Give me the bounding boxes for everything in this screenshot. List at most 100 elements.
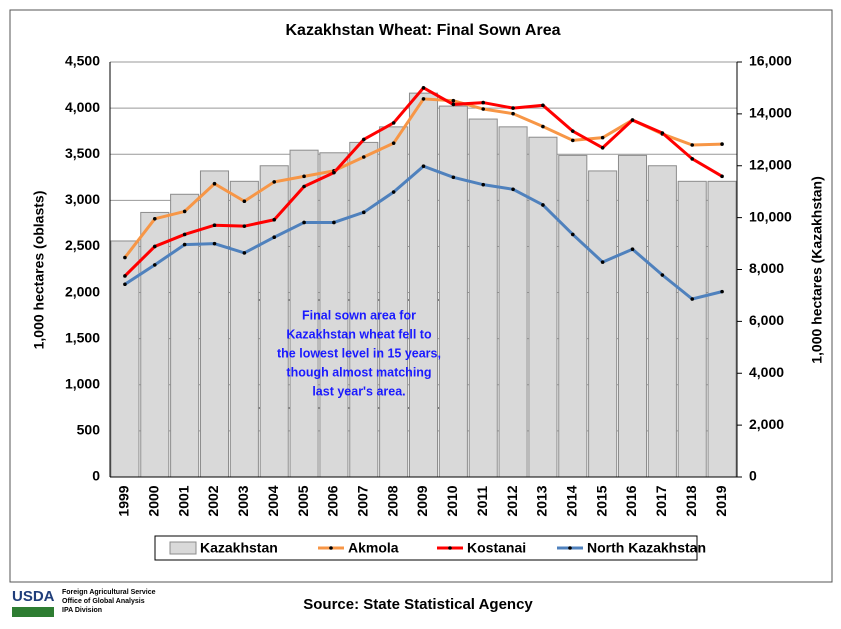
annotation-line: Kazakhstan wheat fell to — [286, 327, 432, 341]
marker — [212, 223, 217, 228]
marker — [690, 157, 695, 161]
y2-tick-label: 16,000 — [749, 53, 792, 69]
bar — [677, 180, 707, 478]
y2-tick-label: 12,000 — [749, 156, 792, 172]
y2-tick-label: 14,000 — [749, 105, 792, 121]
y-tick-label: 2,500 — [65, 237, 100, 253]
marker — [123, 274, 127, 278]
marker — [600, 145, 605, 150]
marker — [361, 155, 366, 159]
annotation-line: Final sown area for — [302, 308, 416, 322]
marker — [272, 217, 277, 222]
x-tick-label: 2016 — [623, 485, 639, 516]
marker — [570, 138, 575, 143]
marker — [332, 220, 336, 225]
marker — [421, 164, 426, 169]
y-tick-label: 1,500 — [65, 329, 100, 345]
marker — [690, 143, 695, 147]
marker — [511, 106, 515, 110]
marker — [152, 244, 157, 249]
y-tick-label: 4,500 — [65, 53, 100, 69]
y2-tick-label: 0 — [749, 468, 757, 484]
legend-label: North Kazakhstan — [587, 540, 706, 556]
bar — [647, 165, 677, 478]
marker — [391, 190, 396, 194]
annotation-line: last year's area. — [312, 384, 405, 398]
agency-line: IPA Division — [62, 607, 102, 614]
bar — [199, 170, 230, 478]
bar — [140, 211, 170, 478]
marker — [361, 210, 366, 215]
y-tick-label: 2,000 — [65, 283, 100, 299]
marker — [511, 187, 515, 192]
bar — [498, 126, 528, 478]
bar — [319, 152, 349, 478]
x-tick-label: 2008 — [384, 485, 400, 516]
bar — [707, 180, 737, 478]
bar — [229, 180, 259, 478]
y2-tick-label: 8,000 — [749, 260, 784, 276]
x-tick-label: 2004 — [265, 485, 281, 516]
bar — [617, 154, 648, 478]
marker — [570, 129, 575, 133]
marker — [302, 174, 306, 179]
y2-tick-label: 10,000 — [749, 208, 792, 224]
y2-tick-label: 6,000 — [749, 312, 784, 328]
y-axis-label: 1,000 hectares (oblasts) — [31, 191, 47, 350]
marker — [511, 111, 515, 116]
marker — [660, 273, 665, 277]
marker — [182, 209, 187, 214]
y-tick-label: 0 — [92, 468, 100, 484]
x-tick-label: 2007 — [354, 485, 370, 516]
x-tick-label: 2011 — [474, 486, 490, 517]
legend-label: Kazakhstan — [200, 540, 278, 556]
marker — [481, 107, 486, 111]
marker — [451, 98, 456, 103]
annotation-line: the lowest level in 15 years, — [277, 346, 441, 360]
marker — [152, 216, 157, 221]
marker — [152, 263, 157, 267]
x-tick-label: 2000 — [145, 485, 161, 516]
marker — [690, 297, 695, 301]
x-tick-label: 2003 — [235, 485, 251, 516]
marker — [391, 141, 396, 145]
x-tick-label: 2017 — [653, 485, 669, 516]
y-tick-label: 1,000 — [65, 375, 100, 391]
marker — [242, 199, 247, 204]
bar — [588, 170, 618, 478]
marker — [332, 170, 336, 175]
y-tick-label: 4,000 — [65, 99, 100, 115]
marker — [600, 260, 605, 264]
legend-marker — [329, 546, 333, 550]
chart-title: Kazakhstan Wheat: Final Sown Area — [285, 22, 560, 39]
marker — [630, 247, 635, 252]
marker — [541, 124, 545, 129]
bar — [468, 118, 498, 478]
lines — [123, 85, 724, 301]
marker — [451, 175, 456, 180]
marker — [660, 131, 665, 135]
marker — [123, 282, 127, 287]
source: Source: State Statistical Agency — [303, 596, 533, 613]
x-tick-label: 2001 — [175, 485, 191, 516]
agency-line: Office of Global Analysis — [62, 598, 145, 605]
marker — [302, 220, 306, 225]
legend-label: Akmola — [348, 540, 399, 556]
bar — [379, 126, 409, 478]
legend-box — [154, 535, 698, 561]
x-tick-label: 1999 — [116, 485, 132, 516]
marker — [481, 182, 486, 187]
marker — [541, 103, 545, 108]
x-tick-label: 2014 — [563, 485, 579, 516]
marker — [421, 97, 426, 101]
x-tick-label: 2005 — [295, 485, 311, 516]
x-tick-label: 2012 — [504, 485, 520, 516]
bar — [528, 136, 558, 478]
logo: USDA — [12, 588, 55, 605]
bar — [408, 92, 439, 478]
marker — [123, 255, 127, 260]
marker — [630, 118, 635, 122]
x-tick-label: 2002 — [205, 485, 221, 516]
marker — [481, 100, 486, 105]
footer: USDA Foreign Agricultural Service Office… — [12, 588, 533, 617]
